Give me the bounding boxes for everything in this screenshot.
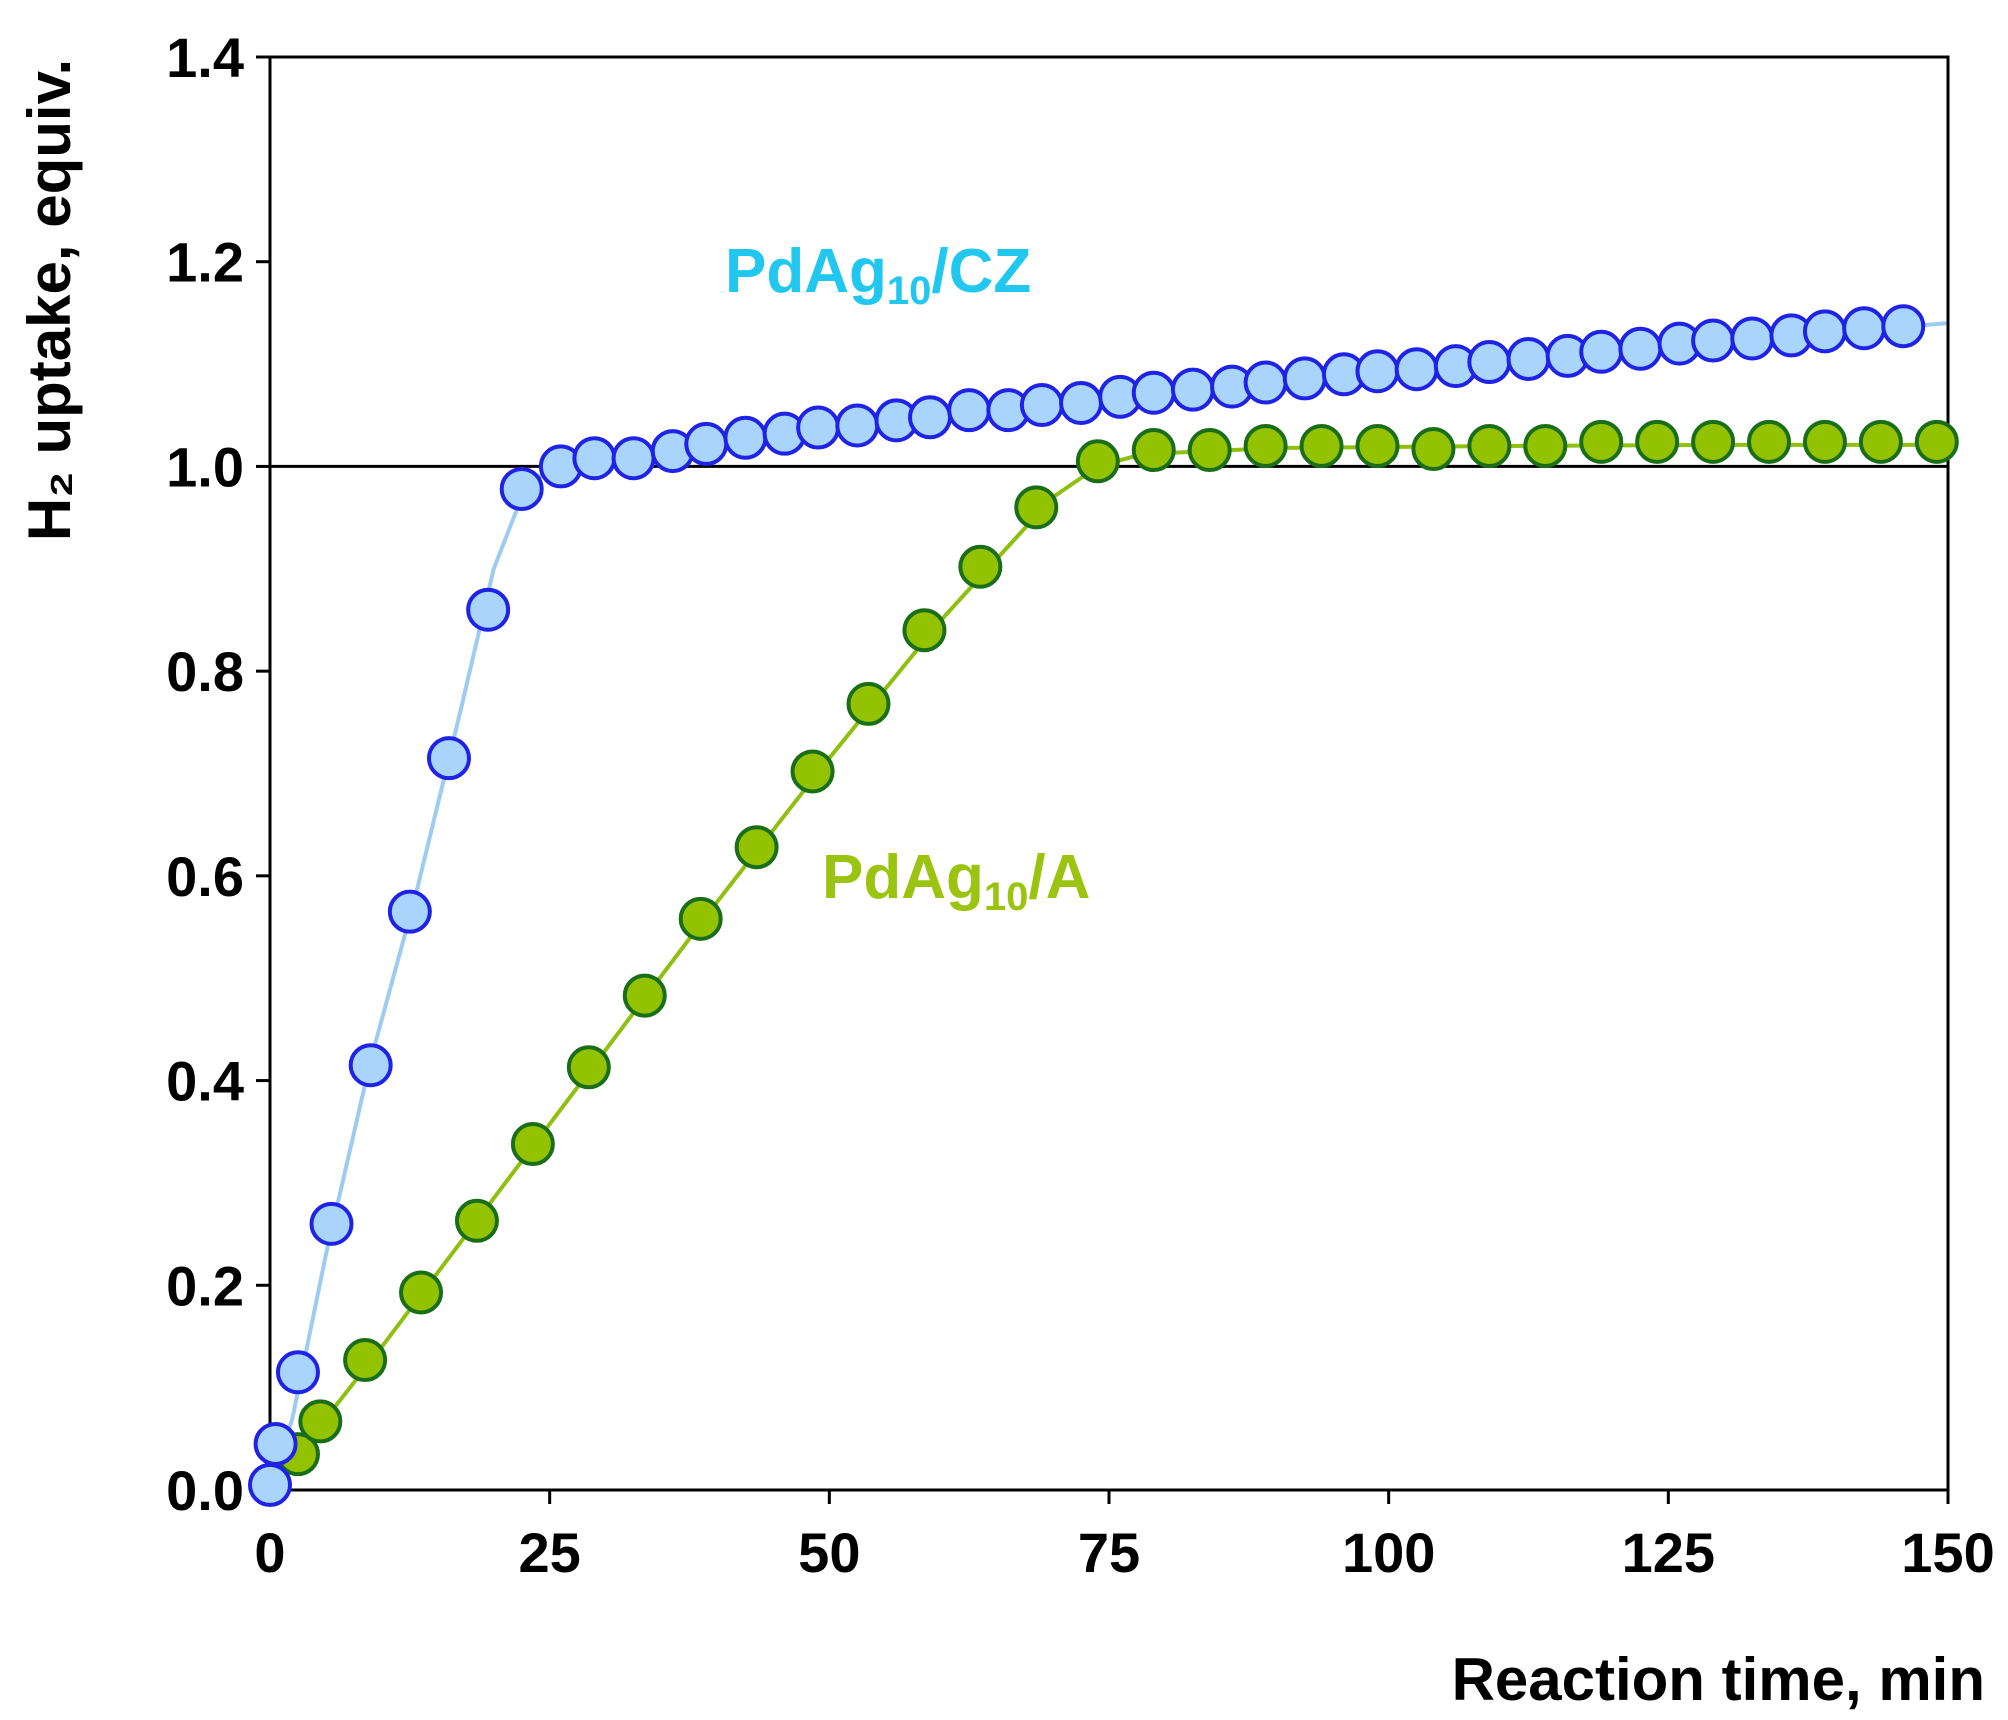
data-point-series-0 [947, 388, 992, 433]
data-point-series-1 [454, 1198, 499, 1243]
data-point-series-1 [790, 749, 835, 794]
data-point-series-0 [1131, 370, 1176, 415]
data-point-series-0 [1506, 336, 1551, 381]
x-tick-label: 0 [254, 1521, 285, 1584]
data-point-series-0 [835, 403, 880, 448]
data-point-series-0 [1881, 304, 1926, 349]
data-point-series-1 [1802, 419, 1847, 464]
x-tick-label: 150 [1901, 1521, 1994, 1584]
data-point-series-1 [1914, 419, 1959, 464]
series-label-pdag10-a: PdAg10/A [822, 843, 1090, 919]
y-tick-label: 0.8 [166, 640, 244, 703]
data-point-series-0 [253, 1421, 298, 1466]
data-point-series-1 [1858, 419, 1903, 464]
x-tick-label: 100 [1342, 1521, 1435, 1584]
data-point-series-1 [1691, 419, 1736, 464]
series-label-cz-main: PdAg [725, 237, 887, 306]
data-point-series-1 [1467, 423, 1512, 468]
data-point-series-1 [298, 1399, 343, 1444]
data-point-series-0 [1467, 340, 1512, 385]
data-point-series-1 [734, 825, 779, 870]
data-point-series-1 [902, 608, 947, 653]
data-point-series-0 [1059, 380, 1104, 425]
data-point-series-1 [566, 1045, 611, 1090]
data-point-series-1 [1355, 423, 1400, 468]
data-point-series-1 [846, 681, 891, 726]
data-point-series-0 [387, 889, 432, 934]
data-point-series-1 [1635, 419, 1680, 464]
x-tick-label: 50 [798, 1521, 860, 1584]
data-point-series-0 [908, 395, 953, 440]
data-point-series-1 [1243, 423, 1288, 468]
data-point-series-0 [1579, 329, 1624, 374]
data-point-series-1 [343, 1338, 388, 1383]
data-point-series-1 [622, 973, 667, 1018]
data-point-series-0 [1618, 326, 1663, 371]
fit-line-series-1 [268, 442, 1948, 1492]
axis-ticks: 0.0 0.2 0.4 0.6 0.8 1.0 1.2 1.4 0 25 50 75 100 125 150 [166, 26, 1995, 1584]
y-tick-label: 1.2 [166, 231, 244, 294]
data-point-series-0 [1170, 367, 1215, 412]
data-point-series-0 [1730, 316, 1775, 361]
data-point-series-0 [572, 436, 617, 481]
plot-frame [268, 55, 1950, 1492]
data-point-series-1 [678, 896, 723, 941]
y-tick-label: 0.2 [166, 1254, 244, 1317]
x-tick-label: 75 [1078, 1521, 1140, 1584]
series-label-a-tail: /A [1028, 843, 1090, 912]
data-point-series-0 [796, 405, 841, 450]
x-tick-label: 25 [519, 1521, 581, 1584]
x-axis-title: Reaction time, min [1452, 1646, 1985, 1713]
data-point-series-1 [1523, 423, 1568, 468]
data-point-series-1 [1747, 419, 1792, 464]
data-point-series-0 [1802, 309, 1847, 354]
x-tick-label: 125 [1622, 1521, 1715, 1584]
y-tick-label: 0.6 [166, 845, 244, 908]
y-tick-label: 1.4 [166, 26, 244, 89]
data-point-series-0 [499, 466, 544, 511]
data-point-series-0 [348, 1043, 393, 1088]
data-point-series-0 [1355, 349, 1400, 394]
data-point-series-1 [399, 1270, 444, 1315]
data-point-series-0 [1019, 383, 1064, 428]
data-point-series-0 [426, 736, 471, 781]
series-label-pdag10-cz: PdAg10/CZ [725, 237, 1031, 313]
series-label-a-main: PdAg [822, 843, 984, 912]
data-point-series-1 [1014, 485, 1059, 530]
data-point-series-0 [723, 415, 768, 460]
data-point-series-0 [1691, 318, 1736, 363]
data-point-series-1 [958, 544, 1003, 589]
data-point-series-1 [1579, 419, 1624, 464]
series-label-cz-sub: 10 [887, 269, 932, 313]
data-point-series-1 [1299, 423, 1344, 468]
y-axis-title: H₂ uptake, equiv. [16, 59, 83, 541]
data-point-series-0 [1394, 347, 1439, 392]
data-point-series-0 [1243, 360, 1288, 405]
series-label-cz-tail: /CZ [931, 237, 1031, 306]
data-point-series-1 [1411, 427, 1456, 472]
data-point-series-1 [510, 1122, 555, 1167]
y-tick-label: 0.0 [166, 1459, 244, 1522]
data-point-series-0 [1282, 356, 1327, 401]
y-tick-label: 0.4 [166, 1050, 244, 1113]
data-point-series-0 [248, 1462, 292, 1507]
y-tick-label: 1.0 [166, 435, 244, 498]
data-point-series-0 [275, 1350, 320, 1395]
data-markers [248, 304, 1959, 1507]
series-label-a-sub: 10 [984, 875, 1029, 919]
data-point-series-0 [309, 1201, 354, 1246]
data-point-series-0 [611, 436, 656, 481]
data-point-series-1 [1075, 439, 1120, 484]
data-point-series-0 [1842, 306, 1887, 351]
data-point-series-0 [684, 421, 729, 466]
data-point-series-1 [1187, 428, 1232, 473]
data-point-series-1 [1131, 428, 1176, 473]
data-point-series-0 [466, 587, 511, 632]
